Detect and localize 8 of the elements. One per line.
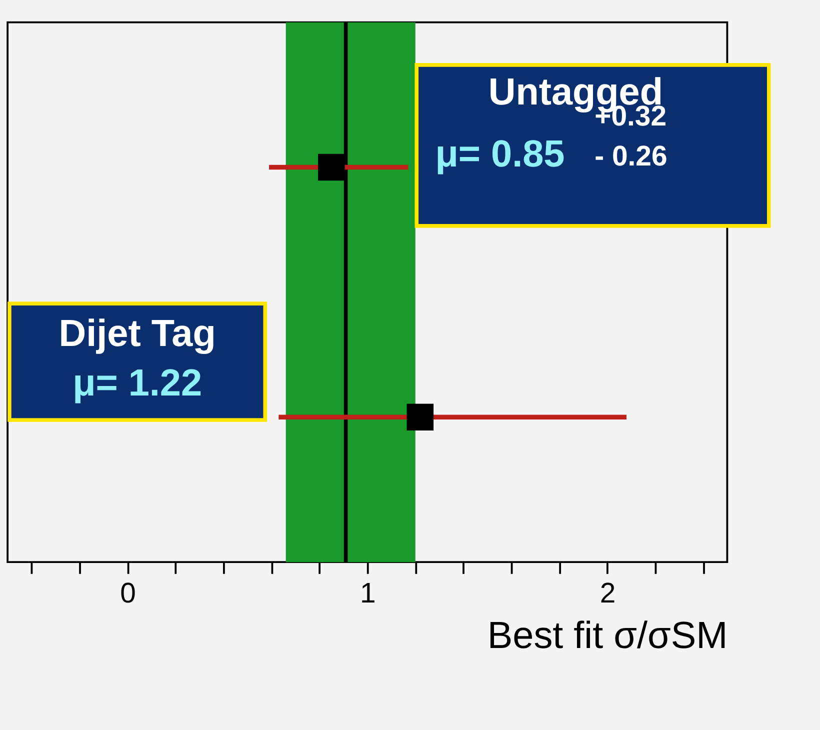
annotation: μ= 1.22 [72,362,202,404]
annotation: Dijet Tag [58,313,216,356]
annotation: - 0.26 [594,140,668,172]
annotation: μ= 0.85 [435,133,565,176]
x-tick-label: 1 [360,577,376,610]
x-axis-title: Best fit σ/σSM [487,614,728,657]
x-tick-label: 0 [120,577,136,610]
x-tick-label: 2 [600,577,616,610]
